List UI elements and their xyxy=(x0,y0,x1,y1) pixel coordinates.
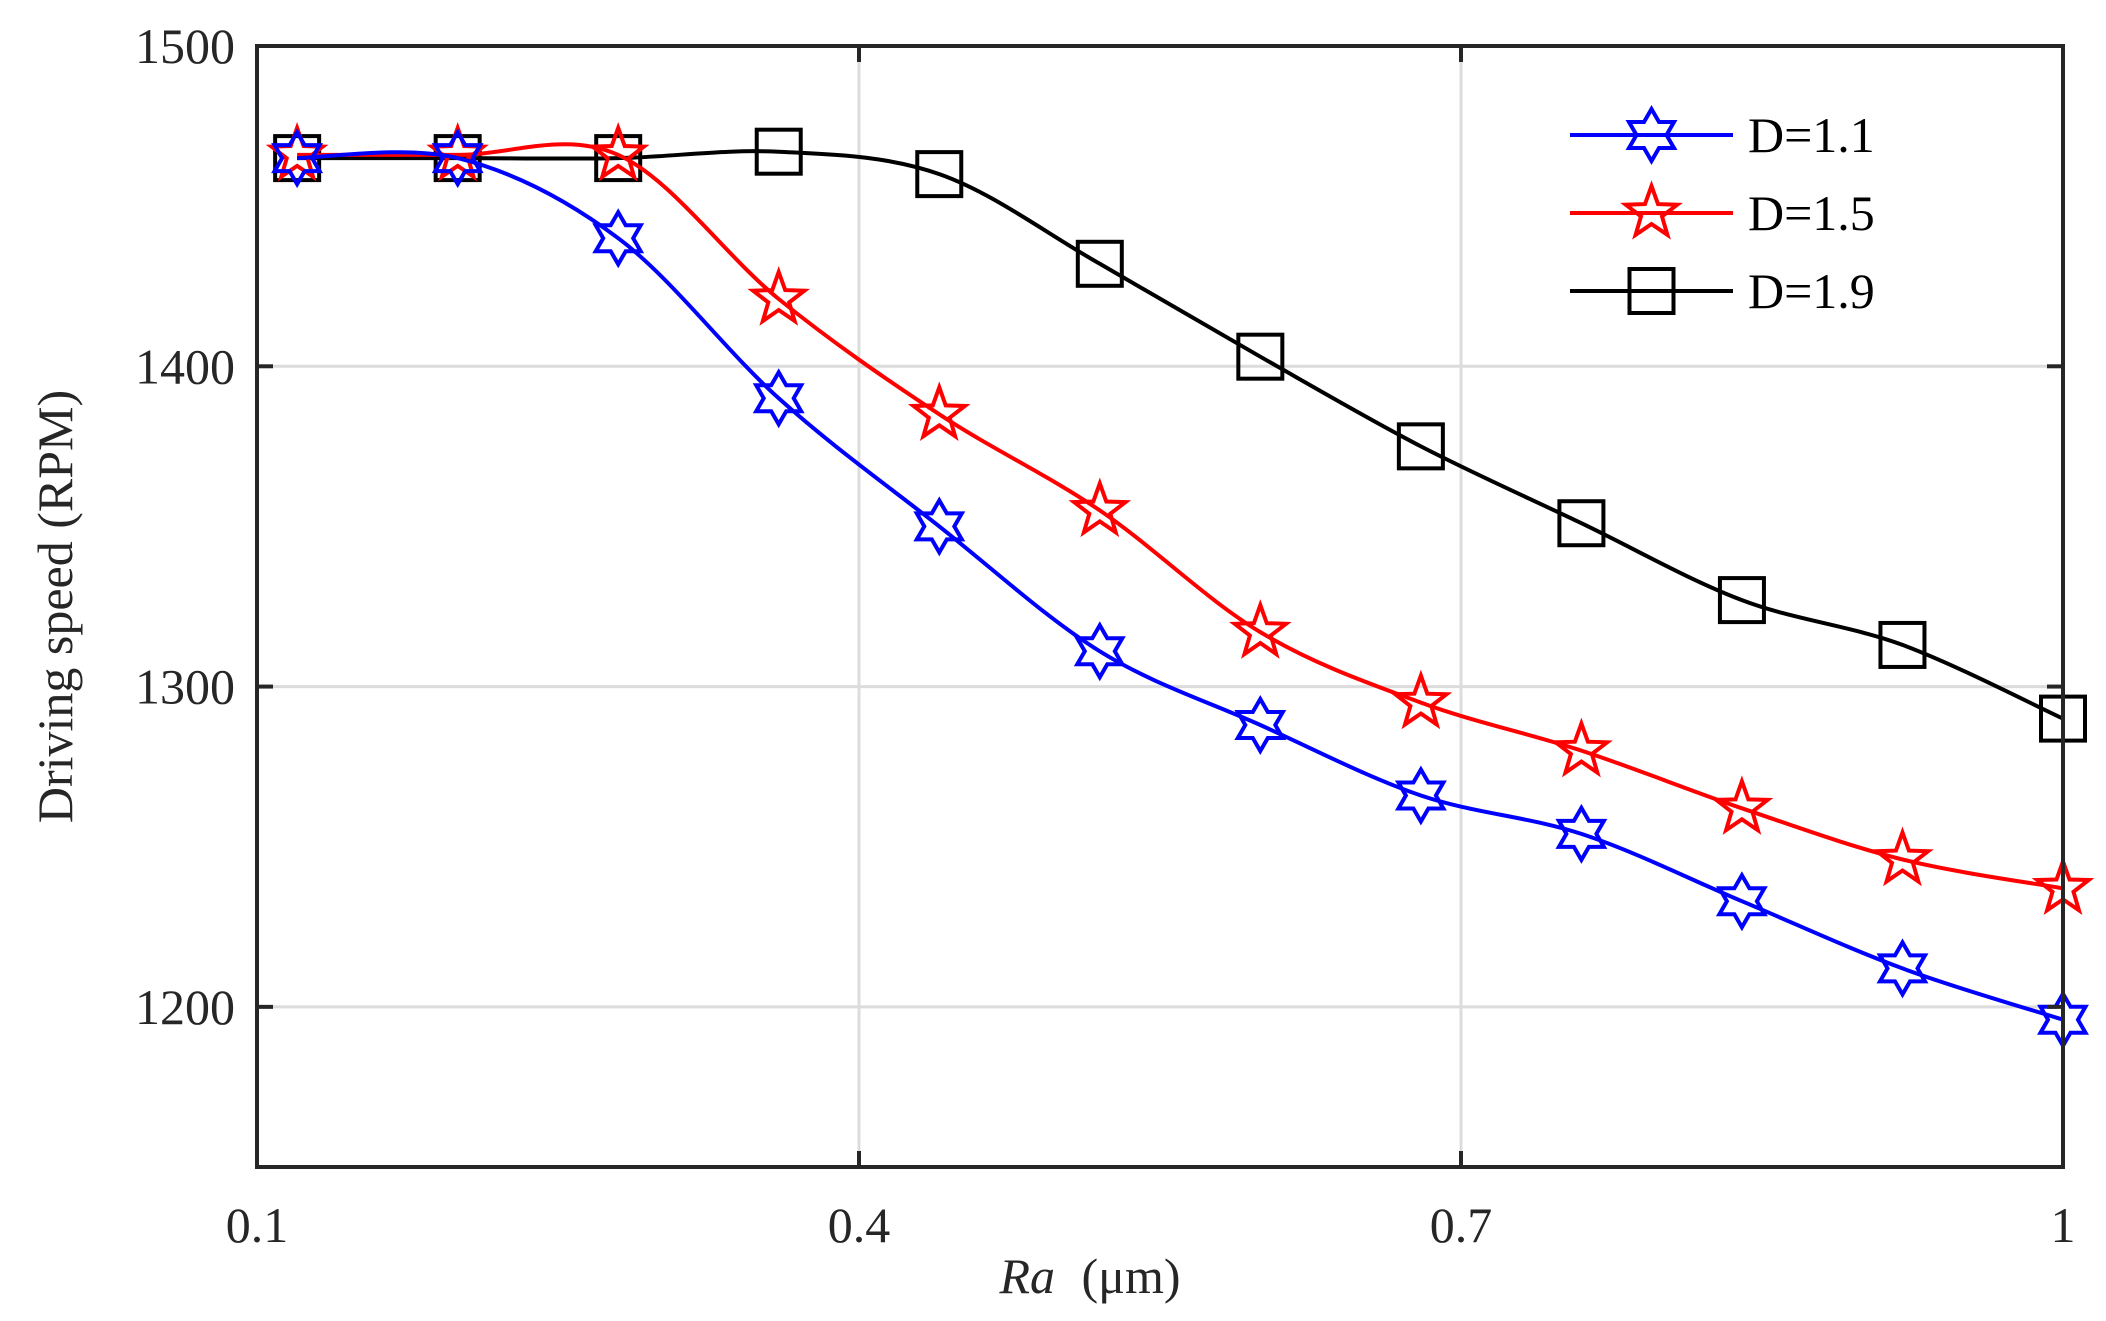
legend-marker xyxy=(1627,267,1676,315)
data-point-marker xyxy=(1871,826,1934,887)
data-point-marker xyxy=(747,266,811,326)
data-point-marker xyxy=(592,208,645,269)
data-point-marker xyxy=(586,121,650,182)
series-line xyxy=(297,150,2064,1022)
series-line xyxy=(297,149,2064,721)
data-point-marker xyxy=(1555,803,1608,864)
data-point-marker xyxy=(754,127,803,176)
legend-marker xyxy=(1620,180,1683,240)
y-tick-label: 1300 xyxy=(135,659,235,715)
data-point-marker xyxy=(1396,422,1445,471)
data-point-marker xyxy=(1550,717,1613,778)
data-point-marker xyxy=(1710,775,1774,835)
legend-entry: D=1.1 xyxy=(1570,104,1875,166)
data-point-marker xyxy=(1878,620,1927,669)
x-axis-title-unit: (μm) xyxy=(1082,1248,1181,1304)
legend-marker xyxy=(1625,104,1678,166)
data-point-marker xyxy=(907,381,971,442)
legend: D=1.1 D=1.5 D=1.9 xyxy=(1570,104,1875,319)
data-point-marker xyxy=(271,128,324,189)
data-point-marker xyxy=(1557,499,1606,548)
x-tick-label: 0.7 xyxy=(1430,1197,1493,1253)
legend-label: D=1.9 xyxy=(1748,263,1875,319)
data-point-marker xyxy=(913,496,966,557)
data-point-marker xyxy=(1073,621,1126,682)
data-point-marker xyxy=(1229,599,1292,659)
data-point-marker xyxy=(594,134,643,183)
x-axis-title-variable: Ra xyxy=(998,1248,1055,1304)
data-point-marker xyxy=(1715,871,1768,932)
ticks: 0.1 0.4 0.7 1 1200 1300 1400 1500 xyxy=(135,18,2076,1253)
y-tick-label: 1500 xyxy=(135,18,235,74)
data-point-marker xyxy=(431,128,484,189)
y-axis-title: Driving speed (RPM) xyxy=(27,390,83,823)
data-point-marker xyxy=(1075,239,1124,288)
data-point-marker xyxy=(752,368,805,429)
x-axis-title: Ra (μm) xyxy=(998,1248,1180,1304)
x-tick-label: 1 xyxy=(2051,1197,2076,1253)
series-line xyxy=(297,142,2064,891)
legend-entry: D=1.5 xyxy=(1570,180,1875,241)
y-tick-label: 1400 xyxy=(135,338,235,394)
x-tick-label: 0.1 xyxy=(226,1197,289,1253)
data-point-marker xyxy=(1717,576,1766,625)
legend-label: D=1.5 xyxy=(1748,185,1875,241)
data-point-marker xyxy=(1876,938,1929,999)
data-point-marker xyxy=(1389,669,1453,730)
legend-entry: D=1.9 xyxy=(1570,263,1875,319)
series-group xyxy=(265,121,2095,1050)
x-tick-label: 0.4 xyxy=(828,1197,891,1253)
data-point-marker xyxy=(1394,765,1447,826)
data-point-marker xyxy=(1068,477,1132,538)
data-point-marker xyxy=(1236,332,1285,381)
series-d-1-1 xyxy=(271,128,2089,1050)
legend-label: D=1.1 xyxy=(1748,107,1875,163)
data-point-marker xyxy=(915,150,964,199)
data-point-marker xyxy=(1234,694,1287,756)
plot-area-frame xyxy=(255,44,2065,1169)
y-tick-label: 1200 xyxy=(135,979,235,1035)
